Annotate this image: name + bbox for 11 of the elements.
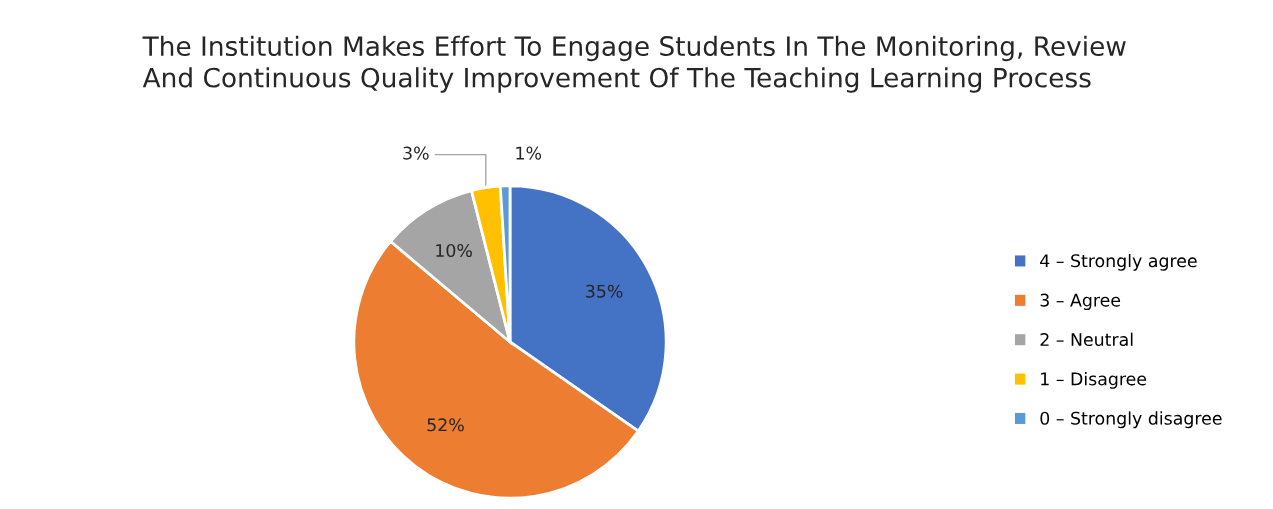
legend-label: 1 – Disagree	[1041, 372, 1147, 389]
data-label: 10%	[436, 243, 472, 258]
data-label: 1%	[516, 146, 542, 160]
legend-label: 3 – Agree	[1040, 293, 1121, 311]
legend-label: 2 – Neutral	[1040, 332, 1133, 347]
data-label: 52%	[427, 418, 464, 432]
chart-title: The Institution Makes Effort To Engage Students In The Monitoring, Review And Continuous Quality Improvement Of The Teaching Learning Process	[142, 35, 1126, 93]
legend-label: 4 – Strongly agree	[1040, 253, 1197, 271]
data-label: 3%	[403, 146, 429, 160]
legend-label: 0 – Strongly disagree	[1040, 411, 1222, 429]
data-label: 35%	[586, 284, 623, 298]
